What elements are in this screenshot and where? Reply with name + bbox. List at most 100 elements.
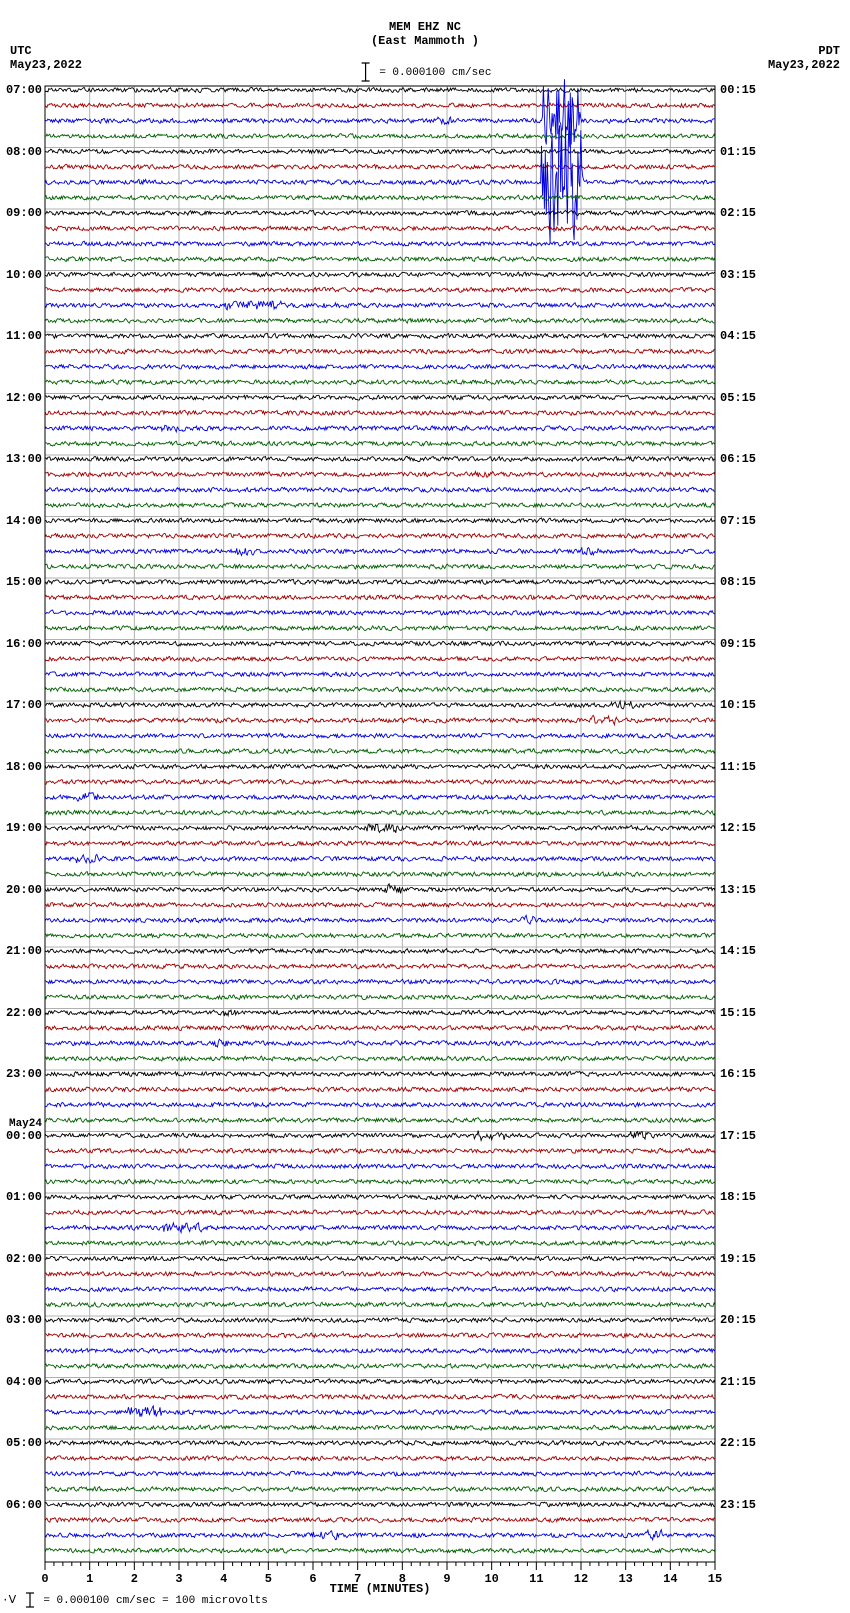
- utc-time-label: 09:00: [6, 206, 42, 220]
- utc-time-label: 05:00: [6, 1436, 42, 1450]
- trace-line: [45, 1118, 715, 1123]
- trace-line: [45, 657, 715, 662]
- footer-prefix-icon: ·ᐯ: [2, 1595, 16, 1607]
- utc-time-label: 16:00: [6, 637, 42, 651]
- trace-line: [45, 1302, 715, 1307]
- utc-time-label: 14:00: [6, 514, 42, 528]
- scale-bar-text: = 0.000100 cm/sec: [379, 67, 491, 79]
- pdt-time-label: 05:15: [720, 391, 756, 405]
- trace-line: [45, 1072, 715, 1077]
- trace-line: [45, 349, 715, 354]
- trace-line: [45, 1348, 715, 1353]
- station-code: MEM EHZ NC: [0, 20, 850, 34]
- trace-line: [45, 318, 715, 323]
- tz-right: PDT May23,2022: [768, 44, 840, 72]
- pdt-time-label: 08:15: [720, 575, 756, 589]
- trace-line: [45, 395, 715, 400]
- trace-line: [45, 149, 715, 154]
- trace-line: [45, 641, 715, 646]
- trace-line: [45, 1256, 715, 1261]
- utc-time-label: 22:00: [6, 1006, 42, 1020]
- trace-line: [45, 301, 715, 310]
- utc-time-label: 06:00: [6, 1498, 42, 1512]
- x-axis-ticks: 0123456789101112131415: [45, 1562, 715, 1584]
- trace-line: [45, 1241, 715, 1246]
- pdt-time-label: 00:15: [720, 83, 756, 97]
- pdt-time-label: 09:15: [720, 637, 756, 651]
- station-location: (East Mammoth ): [0, 34, 850, 48]
- pdt-time-label: 14:15: [720, 944, 756, 958]
- trace-line: [45, 1548, 715, 1553]
- pdt-hour-labels: 00:1501:1502:1503:1504:1505:1506:1507:15…: [718, 86, 774, 1562]
- trace-line: [45, 533, 715, 538]
- trace-line: [45, 1441, 715, 1446]
- utc-time-label: 23:00: [6, 1067, 42, 1081]
- utc-time-label: 10:00: [6, 268, 42, 282]
- trace-line: [45, 518, 715, 523]
- trace-line: [45, 88, 715, 93]
- trace-line: [45, 841, 715, 846]
- trace-line: [45, 1517, 715, 1522]
- trace-line: [45, 1379, 715, 1384]
- trace-line: [45, 824, 715, 833]
- utc-time-label: 20:00: [6, 883, 42, 897]
- trace-line: [45, 333, 715, 338]
- utc-time-label: 03:00: [6, 1313, 42, 1327]
- trace-line: [45, 764, 715, 769]
- pdt-time-label: 19:15: [720, 1252, 756, 1266]
- trace-line: [45, 810, 715, 815]
- trace-line: [45, 1223, 715, 1233]
- trace-line: [45, 410, 715, 415]
- seismogram-plot: [45, 86, 715, 1562]
- pdt-time-label: 12:15: [720, 821, 756, 835]
- trace-line: [45, 793, 715, 802]
- trace-line: [45, 687, 715, 692]
- pdt-time-label: 22:15: [720, 1436, 756, 1450]
- trace-line: [45, 425, 715, 432]
- pdt-time-label: 01:15: [720, 145, 756, 159]
- utc-hour-labels: 07:0008:0009:0010:0011:0012:0013:0014:00…: [0, 86, 44, 1562]
- trace-line: [45, 733, 715, 738]
- trace-line: [45, 933, 715, 938]
- trace-line: [45, 1530, 715, 1540]
- trace-line: [45, 903, 715, 908]
- trace-line: [45, 1025, 715, 1030]
- tz-right-date: May23,2022: [768, 58, 840, 72]
- trace-line: [45, 487, 715, 492]
- utc-time-label: 18:00: [6, 760, 42, 774]
- trace-line: [45, 134, 715, 139]
- scale-bar-footer-text: = 0.000100 cm/sec = 100 microvolts: [43, 1595, 267, 1607]
- trace-line: [45, 1010, 715, 1016]
- trace-line: [45, 949, 715, 954]
- pdt-time-label: 11:15: [720, 760, 756, 774]
- trace-line: [45, 195, 715, 200]
- trace-line: [45, 272, 715, 277]
- trace-line: [45, 564, 715, 569]
- scale-bar-icon-footer: [23, 1591, 37, 1609]
- trace-line: [45, 1456, 715, 1461]
- trace-line: [45, 884, 715, 894]
- utc-time-label: 01:00: [6, 1190, 42, 1204]
- trace-line: [45, 1394, 715, 1399]
- trace-line: [45, 441, 715, 446]
- trace-line: [45, 579, 715, 584]
- trace-line: [45, 211, 715, 216]
- utc-time-label: 13:00: [6, 452, 42, 466]
- utc-time-label: 04:00: [6, 1375, 42, 1389]
- pdt-time-label: 03:15: [720, 268, 756, 282]
- pdt-time-label: 13:15: [720, 883, 756, 897]
- utc-time-label: 17:00: [6, 698, 42, 712]
- trace-line: [45, 1056, 715, 1061]
- trace-line: [45, 1210, 715, 1215]
- trace-line: [45, 1039, 715, 1047]
- trace-line: [45, 1164, 715, 1169]
- trace-line: [45, 1406, 715, 1417]
- pdt-time-label: 18:15: [720, 1190, 756, 1204]
- trace-line: [45, 1471, 715, 1476]
- trace-line: [45, 1364, 715, 1369]
- utc-time-label: 12:00: [6, 391, 42, 405]
- pdt-time-label: 20:15: [720, 1313, 756, 1327]
- trace-line: [45, 548, 715, 556]
- pdt-time-label: 06:15: [720, 452, 756, 466]
- pdt-time-label: 15:15: [720, 1006, 756, 1020]
